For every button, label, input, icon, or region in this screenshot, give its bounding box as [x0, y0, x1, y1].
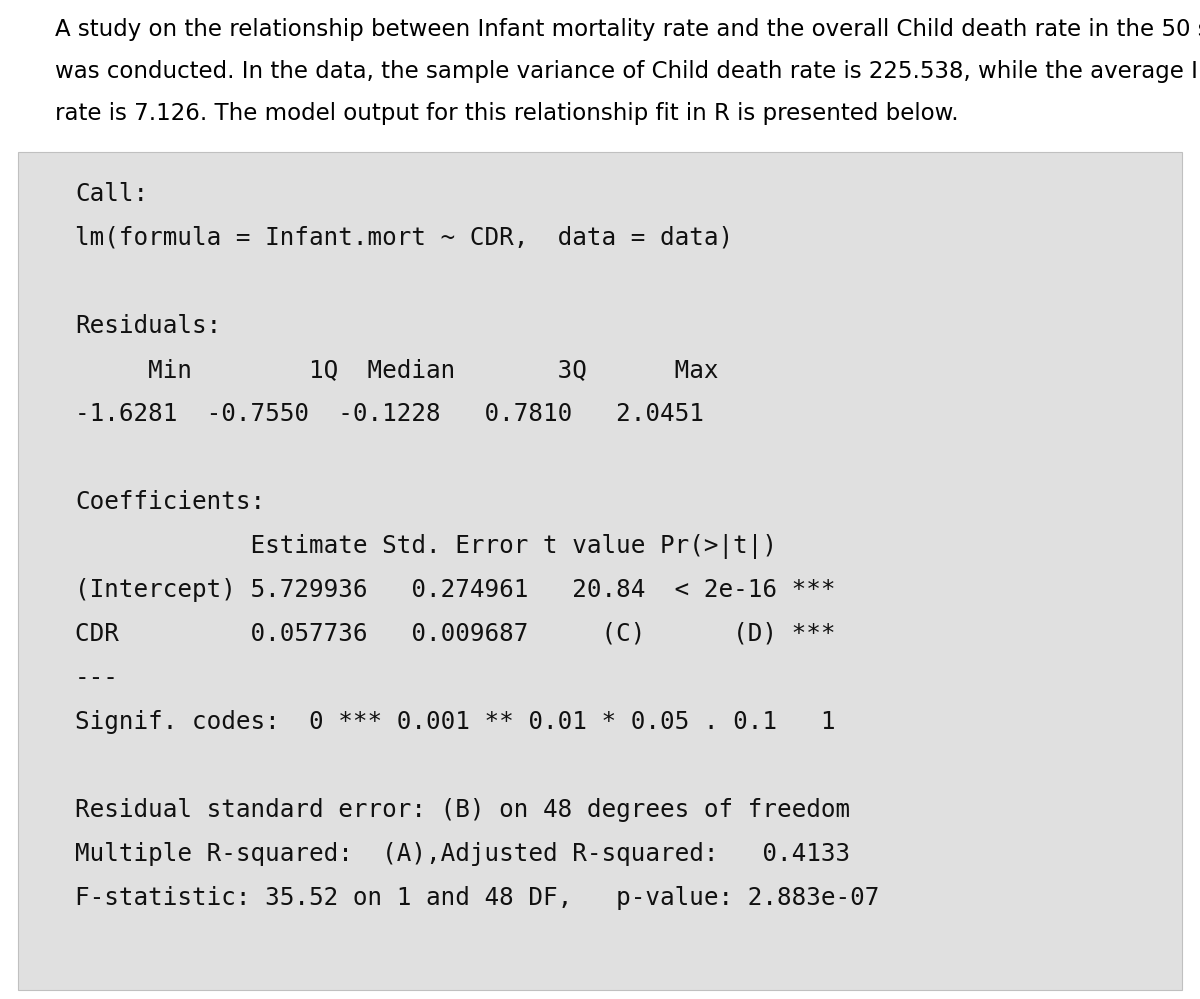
Text: (Intercept) 5.729936   0.274961   20.84  < 2e-16 ***: (Intercept) 5.729936 0.274961 20.84 < 2e…	[74, 578, 835, 602]
Text: Estimate Std. Error t value Pr(>|t|): Estimate Std. Error t value Pr(>|t|)	[74, 534, 778, 559]
Text: lm(formula = Infant.mort ~ CDR,  data = data): lm(formula = Infant.mort ~ CDR, data = d…	[74, 226, 733, 250]
Text: CDR         0.057736   0.009687     (C)      (D) ***: CDR 0.057736 0.009687 (C) (D) ***	[74, 622, 835, 646]
Text: was conducted. In the data, the sample variance of Child death rate is 225.538, : was conducted. In the data, the sample v…	[55, 60, 1200, 83]
Text: Residual standard error: (B) on 48 degrees of freedom: Residual standard error: (B) on 48 degre…	[74, 798, 850, 822]
Text: Call:: Call:	[74, 182, 148, 206]
Text: ---: ---	[74, 666, 119, 690]
Text: Coefficients:: Coefficients:	[74, 490, 265, 514]
Text: -1.6281  -0.7550  -0.1228   0.7810   2.0451: -1.6281 -0.7550 -0.1228 0.7810 2.0451	[74, 402, 704, 426]
Text: rate is 7.126. The model output for this relationship fit in R is presented belo: rate is 7.126. The model output for this…	[55, 102, 959, 125]
Text: A study on the relationship between Infant mortality rate and the overall Child : A study on the relationship between Infa…	[55, 18, 1200, 41]
Text: Signif. codes:  0 *** 0.001 ** 0.01 * 0.05 . 0.1   1: Signif. codes: 0 *** 0.001 ** 0.01 * 0.0…	[74, 710, 835, 734]
Text: Residuals:: Residuals:	[74, 314, 221, 338]
Text: Min        1Q  Median       3Q      Max: Min 1Q Median 3Q Max	[74, 358, 719, 382]
Text: Multiple R-squared:  (A),Adjusted R-squared:   0.4133: Multiple R-squared: (A),Adjusted R-squar…	[74, 842, 850, 866]
Text: F-statistic: 35.52 on 1 and 48 DF,   p-value: 2.883e-07: F-statistic: 35.52 on 1 and 48 DF, p-val…	[74, 886, 880, 910]
FancyBboxPatch shape	[18, 152, 1182, 990]
